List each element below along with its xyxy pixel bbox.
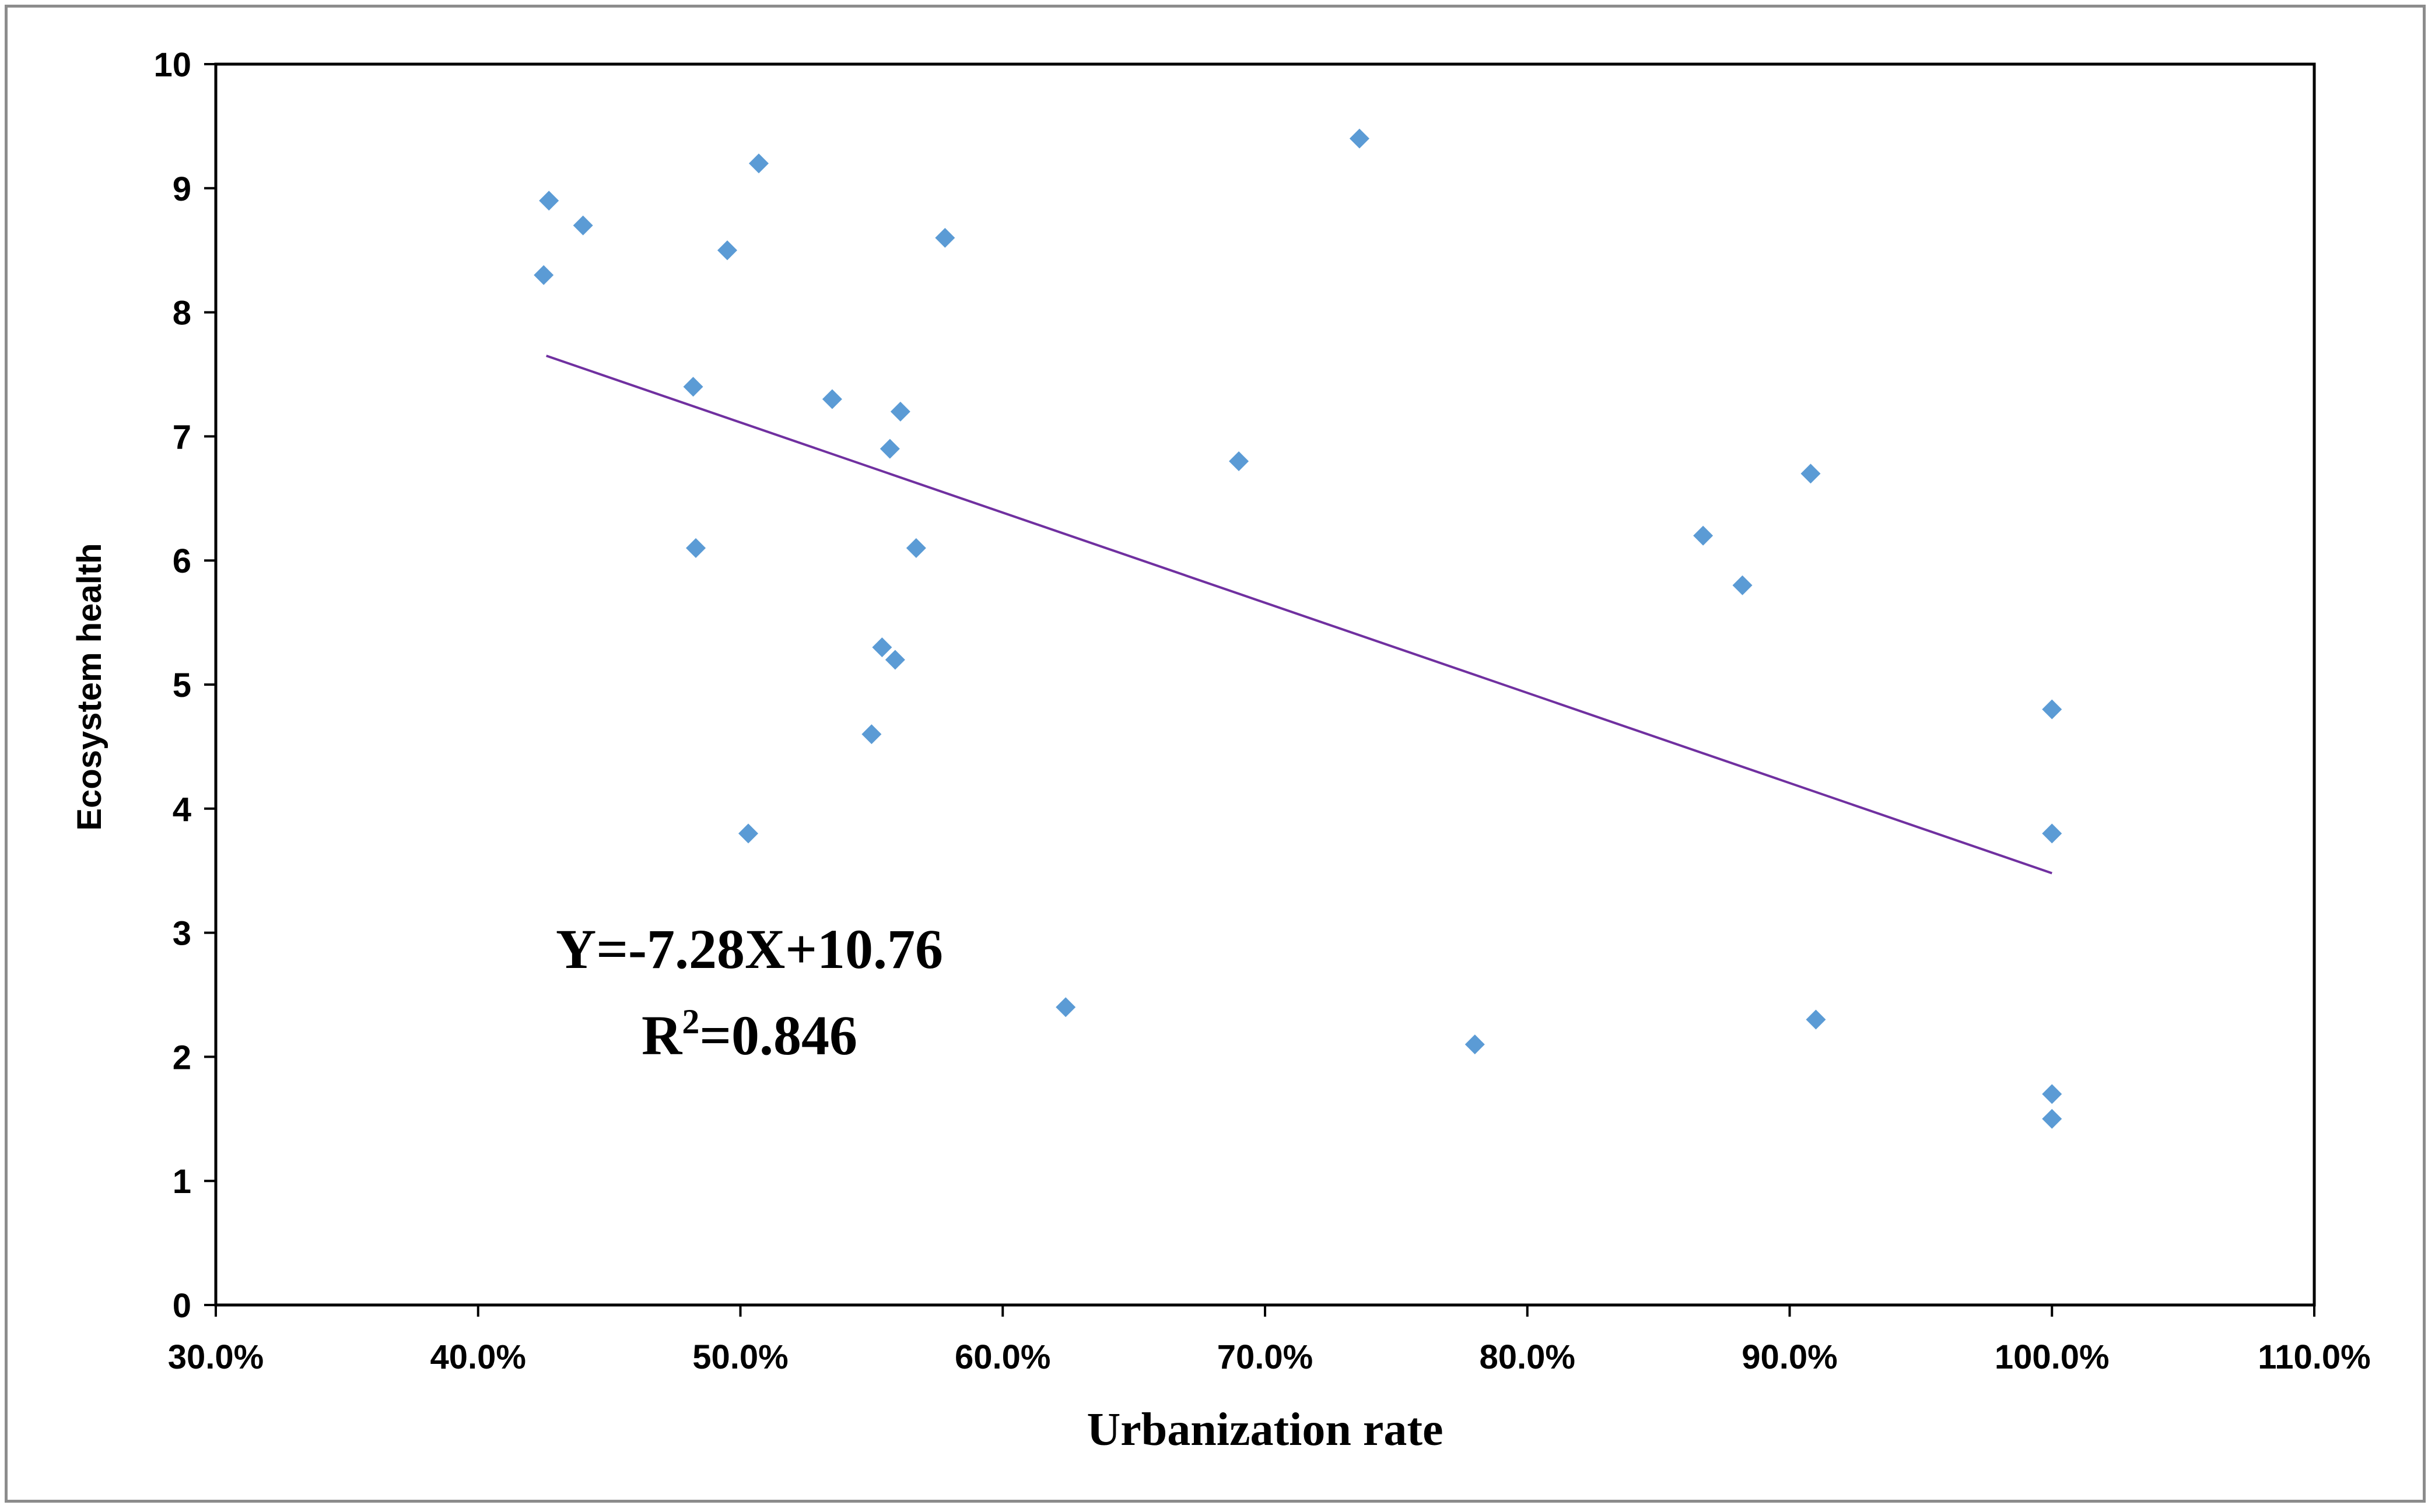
x-tick-label: 30.0% — [168, 1338, 264, 1376]
data-point — [880, 438, 900, 459]
data-point — [539, 191, 559, 211]
y-tick-label: 3 — [173, 915, 191, 953]
plot-area — [214, 62, 2316, 1307]
y-tick-label: 5 — [173, 666, 191, 704]
data-point — [872, 637, 892, 658]
x-tick-label: 90.0% — [1742, 1338, 1837, 1376]
x-tick-label: 70.0% — [1217, 1338, 1313, 1376]
y-tick-label: 8 — [173, 294, 191, 332]
data-point — [1229, 451, 1249, 471]
data-point — [861, 724, 882, 745]
y-tick-label: 0 — [173, 1287, 191, 1325]
data-point — [1056, 997, 1076, 1018]
y-axis: 0 1 2 3 4 5 6 7 8 9 10 — [153, 46, 216, 1325]
regression-equation: Y=-7.28X+10.76 — [556, 918, 943, 980]
r-squared-value: =0.846 — [699, 1004, 857, 1067]
y-tick-label: 1 — [173, 1163, 191, 1201]
data-point — [686, 538, 706, 558]
y-tick-label: 7 — [173, 418, 191, 456]
y-tick-label: 9 — [173, 170, 191, 208]
x-tick-label: 50.0% — [692, 1338, 788, 1376]
data-point — [1800, 464, 1821, 484]
x-tick-label: 80.0% — [1480, 1338, 1575, 1376]
x-axis-title: Urbanization rate — [1087, 1404, 1443, 1455]
data-point — [748, 153, 769, 174]
data-point — [885, 650, 905, 670]
data-point — [1349, 128, 1369, 149]
data-point — [717, 240, 738, 261]
data-point — [2042, 699, 2062, 720]
chart-frame: 0 1 2 3 4 5 6 7 8 9 10 30.0% 40.0% 50.0% 60.0% 70.0% 80… — [5, 5, 2426, 1503]
data-point — [1732, 575, 1753, 595]
data-point — [1806, 1009, 1826, 1030]
scatter-chart: 0 1 2 3 4 5 6 7 8 9 10 30.0% 40.0% 50.0% 60.0% 70.0% 80… — [71, 46, 2371, 1455]
data-point — [2042, 823, 2062, 844]
y-tick-label: 4 — [173, 791, 191, 829]
x-axis: 30.0% 40.0% 50.0% 60.0% 70.0% 80.0% 90.0% 100.0… — [168, 1305, 2371, 1376]
data-point — [2042, 1108, 2062, 1129]
data-point — [906, 538, 926, 558]
data-points — [534, 128, 2062, 1129]
data-point — [683, 377, 703, 397]
y-tick-label: 6 — [173, 542, 191, 580]
trend-line — [546, 355, 2052, 875]
y-tick-label: 10 — [153, 46, 191, 84]
data-point — [890, 401, 910, 422]
data-point — [573, 215, 593, 236]
x-tick-label: 40.0% — [430, 1338, 526, 1376]
x-tick-label: 100.0% — [1995, 1338, 2110, 1376]
data-point — [1464, 1034, 1485, 1055]
r-squared-label: R2=0.846 — [642, 1002, 857, 1067]
data-point — [1693, 525, 1714, 546]
r-squared-symbol: R — [642, 1004, 683, 1067]
y-axis-title: Ecosystem health — [71, 543, 108, 830]
y-tick-label: 2 — [173, 1039, 191, 1076]
r-squared-exponent: 2 — [682, 1002, 699, 1041]
x-tick-label: 110.0% — [2258, 1338, 2371, 1376]
data-point — [935, 227, 955, 248]
data-point — [822, 389, 842, 409]
data-point — [2042, 1084, 2062, 1104]
data-point — [738, 823, 758, 844]
data-point — [534, 265, 554, 285]
x-tick-label: 60.0% — [955, 1338, 1050, 1376]
